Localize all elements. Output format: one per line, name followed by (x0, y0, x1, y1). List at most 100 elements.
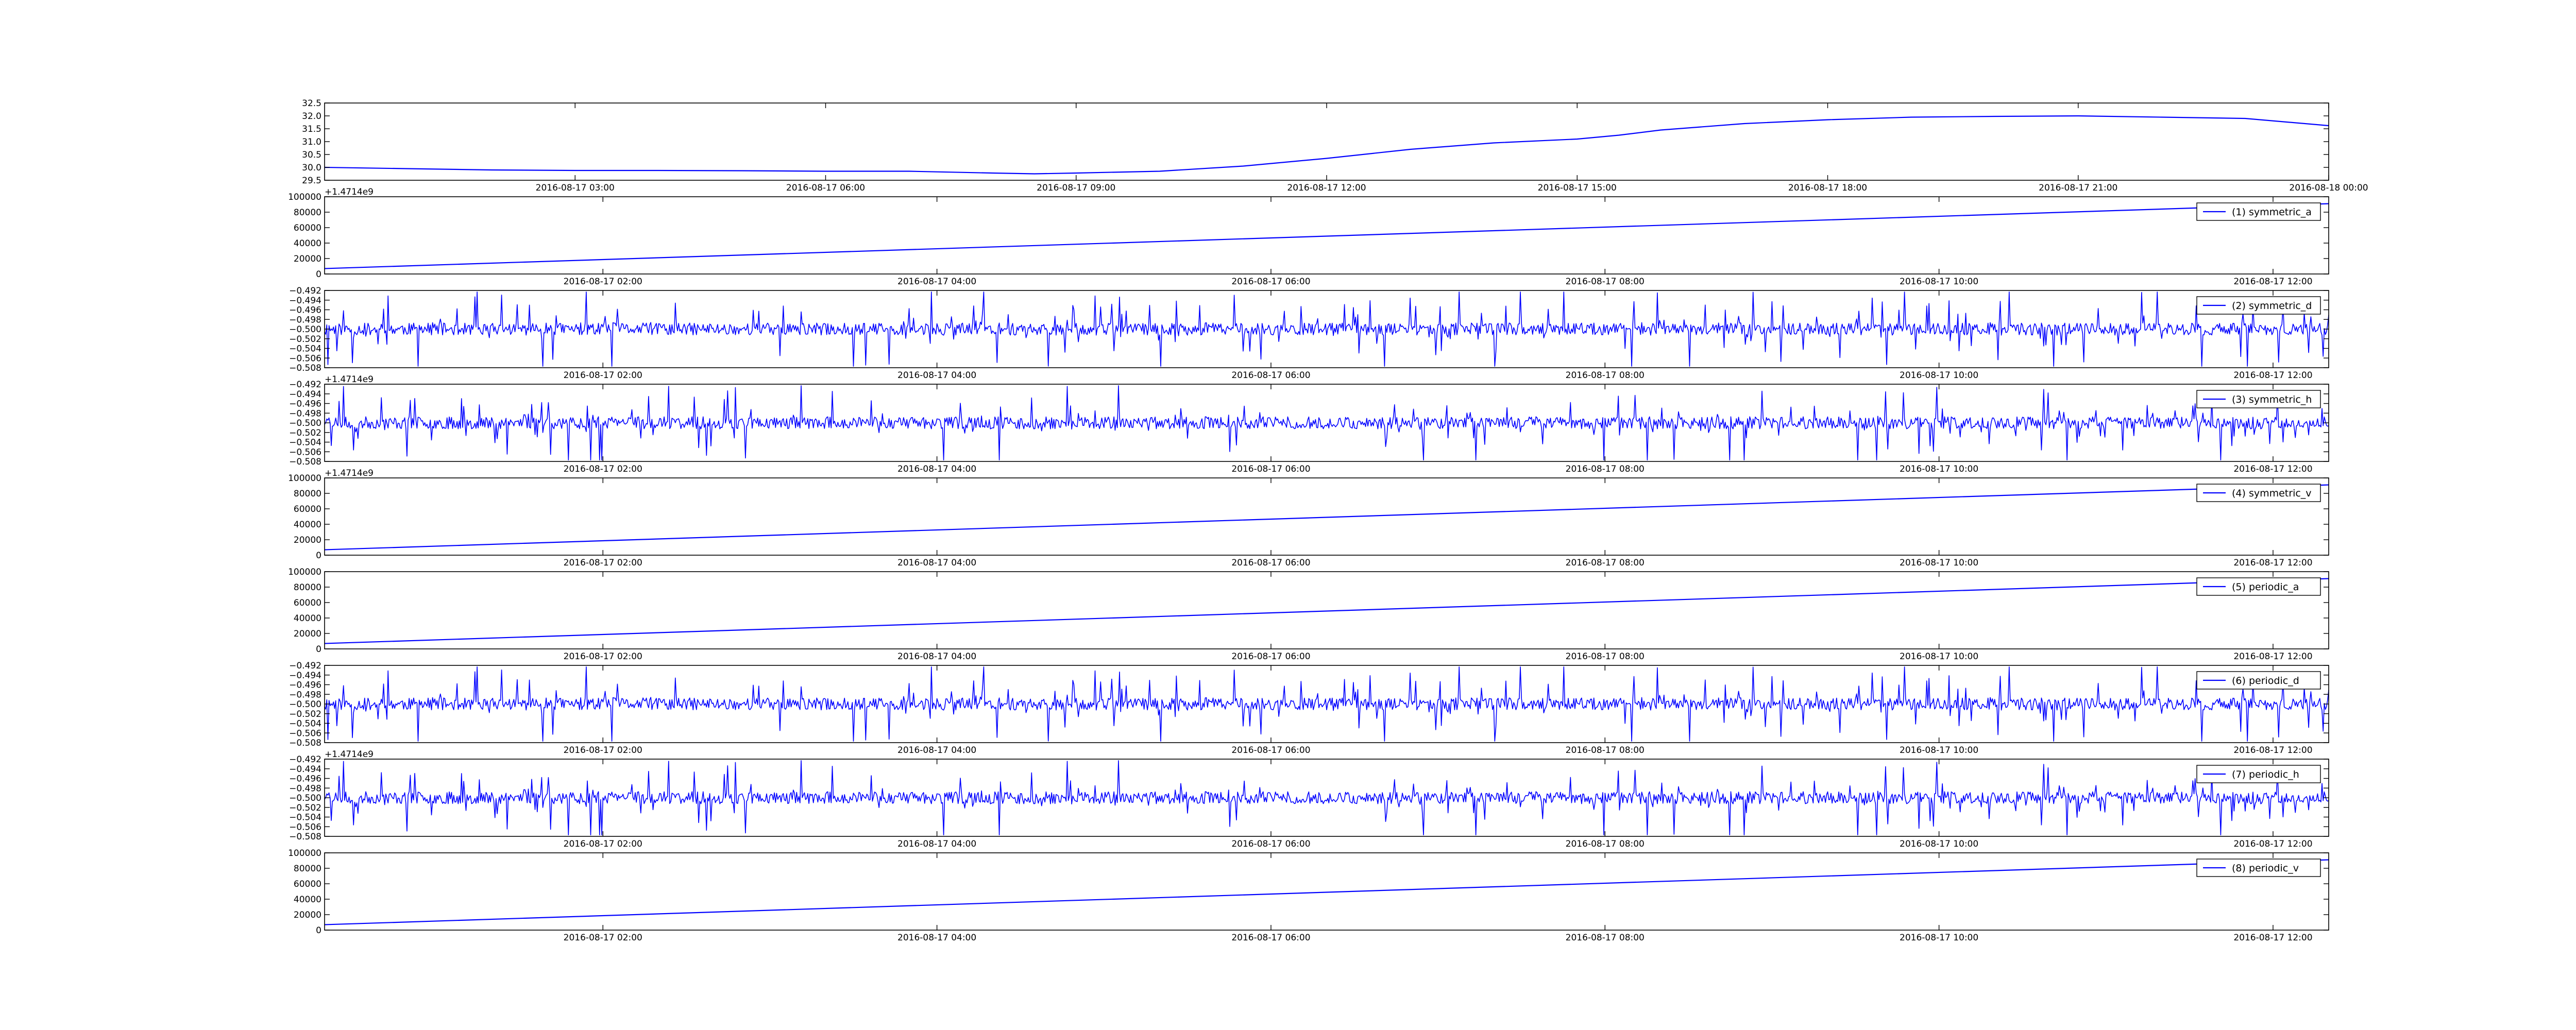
series-line-periodic_d (324, 666, 2329, 742)
series-line-symmetric_d (324, 291, 2329, 367)
y-tick-label: 31.0 (302, 137, 321, 147)
x-tick-label: 2016-08-17 12:00 (2233, 839, 2312, 849)
panel-symmetric_h: −0.508−0.506−0.504−0.502−0.500−0.498−0.4… (289, 374, 2329, 474)
y-tick-label: −0.506 (289, 822, 321, 832)
y-tick-label: −0.492 (289, 661, 321, 671)
y-tick-label: −0.502 (289, 334, 321, 345)
y-tick-label: −0.494 (289, 764, 321, 775)
series-line-symmetric_a (324, 203, 2329, 269)
y-tick-label: −0.496 (289, 774, 321, 784)
y-tick-label: −0.508 (289, 738, 321, 748)
x-tick-label: 2016-08-17 02:00 (564, 558, 642, 568)
x-tick-label: 2016-08-17 04:00 (897, 277, 976, 287)
series-line-temperature (324, 115, 2329, 175)
axes-frame-periodic_a (324, 571, 2329, 649)
y-tick-label: −0.504 (289, 719, 321, 729)
axes-frame-periodic_h (324, 759, 2329, 837)
y-tick-label: −0.500 (289, 793, 321, 803)
x-tick-label: 2016-08-17 04:00 (897, 464, 976, 474)
y-tick-label: −0.506 (289, 353, 321, 364)
y-tick-label: −0.498 (289, 408, 321, 419)
legend-periodic_a: (5) periodic_a (2196, 577, 2321, 596)
x-tick-label: 2016-08-17 06:00 (1231, 651, 1310, 662)
legend-periodic_h: (7) periodic_h (2196, 765, 2321, 783)
y-tick-label: 0 (316, 551, 321, 561)
y-tick-label: 80000 (294, 489, 321, 499)
y-tick-label: −0.498 (289, 783, 321, 794)
x-tick-label: 2016-08-17 08:00 (1566, 277, 1645, 287)
x-tick-label: 2016-08-17 02:00 (564, 277, 642, 287)
y-tick-label: 0 (316, 644, 321, 655)
legend-symmetric_d: (2) symmetric_d (2196, 296, 2321, 315)
legend-label: (6) periodic_d (2232, 675, 2299, 686)
x-tick-label: 2016-08-17 12:00 (2233, 464, 2312, 474)
y-tick-label: −0.502 (289, 709, 321, 719)
legend-label: (4) symmetric_v (2232, 488, 2312, 499)
series-line-periodic_h (324, 760, 2329, 835)
panel-periodic_v: 0 20000 40000 60000 80000 100000 2016-08-17 02… (288, 848, 2329, 943)
axes-frame-temperature (324, 102, 2329, 181)
x-tick-label: 2016-08-17 06:00 (1231, 464, 1310, 474)
legend-symmetric_v: (4) symmetric_v (2196, 484, 2321, 502)
legend-label: (1) symmetric_a (2232, 207, 2312, 218)
offset-label: +1.4714e9 (325, 749, 374, 760)
series-line-periodic_v (324, 859, 2329, 925)
y-tick-label: 20000 (294, 535, 321, 545)
y-tick-label: 60000 (294, 598, 321, 608)
y-tick-label: −0.506 (289, 728, 321, 739)
x-tick-label: 2016-08-17 12:00 (2233, 277, 2312, 287)
x-tick-label: 2016-08-17 04:00 (897, 651, 976, 662)
y-tick-label: −0.508 (289, 457, 321, 467)
legend-label: (2) symmetric_d (2232, 300, 2312, 312)
y-tick-label: 30.5 (302, 150, 321, 160)
y-tick-label: −0.496 (289, 680, 321, 691)
y-tick-label: 60000 (294, 504, 321, 514)
x-tick-label: 2016-08-17 12:00 (2233, 370, 2312, 381)
y-tick-label: 80000 (294, 582, 321, 593)
y-tick-label: −0.498 (289, 690, 321, 700)
offset-label: +1.4714e9 (325, 374, 374, 385)
y-tick-label: 40000 (294, 520, 321, 530)
x-tick-label: 2016-08-17 10:00 (1900, 370, 1978, 381)
y-tick-label: 60000 (294, 879, 321, 889)
x-tick-label: 2016-08-17 08:00 (1566, 839, 1645, 849)
x-tick-label: 2016-08-17 10:00 (1900, 933, 1978, 943)
offset-label: +1.4714e9 (325, 187, 374, 197)
y-tick-label: 80000 (294, 864, 321, 874)
legend-label: (5) periodic_a (2232, 581, 2299, 593)
x-tick-label: 2016-08-17 10:00 (1900, 464, 1978, 474)
x-tick-label: 2016-08-17 08:00 (1566, 651, 1645, 662)
y-tick-label: 29.5 (302, 176, 321, 186)
x-tick-label: 2016-08-17 21:00 (2039, 183, 2117, 193)
x-tick-label: 2016-08-17 10:00 (1900, 839, 1978, 849)
y-tick-label: 20000 (294, 629, 321, 639)
x-tick-label: 2016-08-17 06:00 (786, 183, 865, 193)
y-tick-label: −0.492 (289, 286, 321, 296)
x-tick-label: 2016-08-17 10:00 (1900, 558, 1978, 568)
y-tick-label: −0.500 (289, 699, 321, 710)
y-tick-label: −0.508 (289, 363, 321, 373)
legend-label: (8) periodic_v (2232, 863, 2299, 874)
y-tick-label: 30.0 (302, 163, 321, 173)
x-tick-label: 2016-08-17 06:00 (1231, 933, 1310, 943)
panel-symmetric_a: 0 20000 40000 60000 80000 100000 2016-08-17 02… (288, 187, 2329, 287)
panel-periodic_h: −0.508−0.506−0.504−0.502−0.500−0.498−0.4… (289, 749, 2329, 849)
y-tick-label: −0.508 (289, 832, 321, 842)
x-tick-label: 2016-08-17 08:00 (1566, 464, 1645, 474)
x-tick-label: 2016-08-17 02:00 (564, 464, 642, 474)
x-tick-label: 2016-08-17 04:00 (897, 370, 976, 381)
axes-frame-periodic_d (324, 665, 2329, 743)
legend-symmetric_a: (1) symmetric_a (2196, 202, 2321, 221)
y-tick-label: −0.492 (289, 754, 321, 765)
axes-frame-symmetric_h (324, 384, 2329, 462)
x-tick-label: 2016-08-17 18:00 (1788, 183, 1867, 193)
x-tick-label: 2016-08-17 06:00 (1231, 839, 1310, 849)
y-tick-label: −0.506 (289, 447, 321, 457)
x-tick-label: 2016-08-17 12:00 (2233, 558, 2312, 568)
x-tick-label: 2016-08-17 06:00 (1231, 745, 1310, 756)
legend-symmetric_h: (3) symmetric_h (2196, 390, 2321, 408)
panel-symmetric_v: 0 20000 40000 60000 80000 100000 2016-08-17 02… (288, 468, 2329, 568)
x-tick-label: 2016-08-17 02:00 (564, 651, 642, 662)
y-tick-label: 40000 (294, 895, 321, 905)
y-tick-label: −0.504 (289, 344, 321, 354)
